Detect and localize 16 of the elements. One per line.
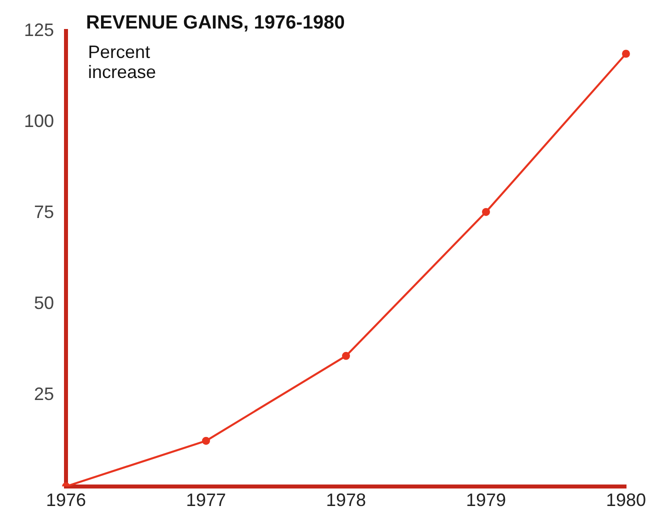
chart-title: REVENUE GAINS, 1976-1980 [86, 12, 345, 34]
x-tick-label: 1980 [606, 490, 646, 510]
point [482, 208, 490, 216]
y-tick-label: 25 [34, 384, 54, 404]
x-tick-label: 1976 [46, 490, 86, 510]
point [622, 50, 630, 58]
point [342, 352, 350, 360]
point [202, 436, 210, 445]
x-tick-label: 1978 [326, 490, 366, 510]
x-tick-label: 1977 [186, 490, 226, 510]
y-tick-label: 100 [24, 110, 54, 131]
y-tick-label: 50 [34, 293, 54, 314]
x-tick-label: 1979 [466, 490, 506, 510]
y-tick-label: 125 [24, 20, 54, 40]
y-axis-title: Percent increase [88, 42, 156, 82]
y-tick-label: 75 [34, 202, 54, 222]
